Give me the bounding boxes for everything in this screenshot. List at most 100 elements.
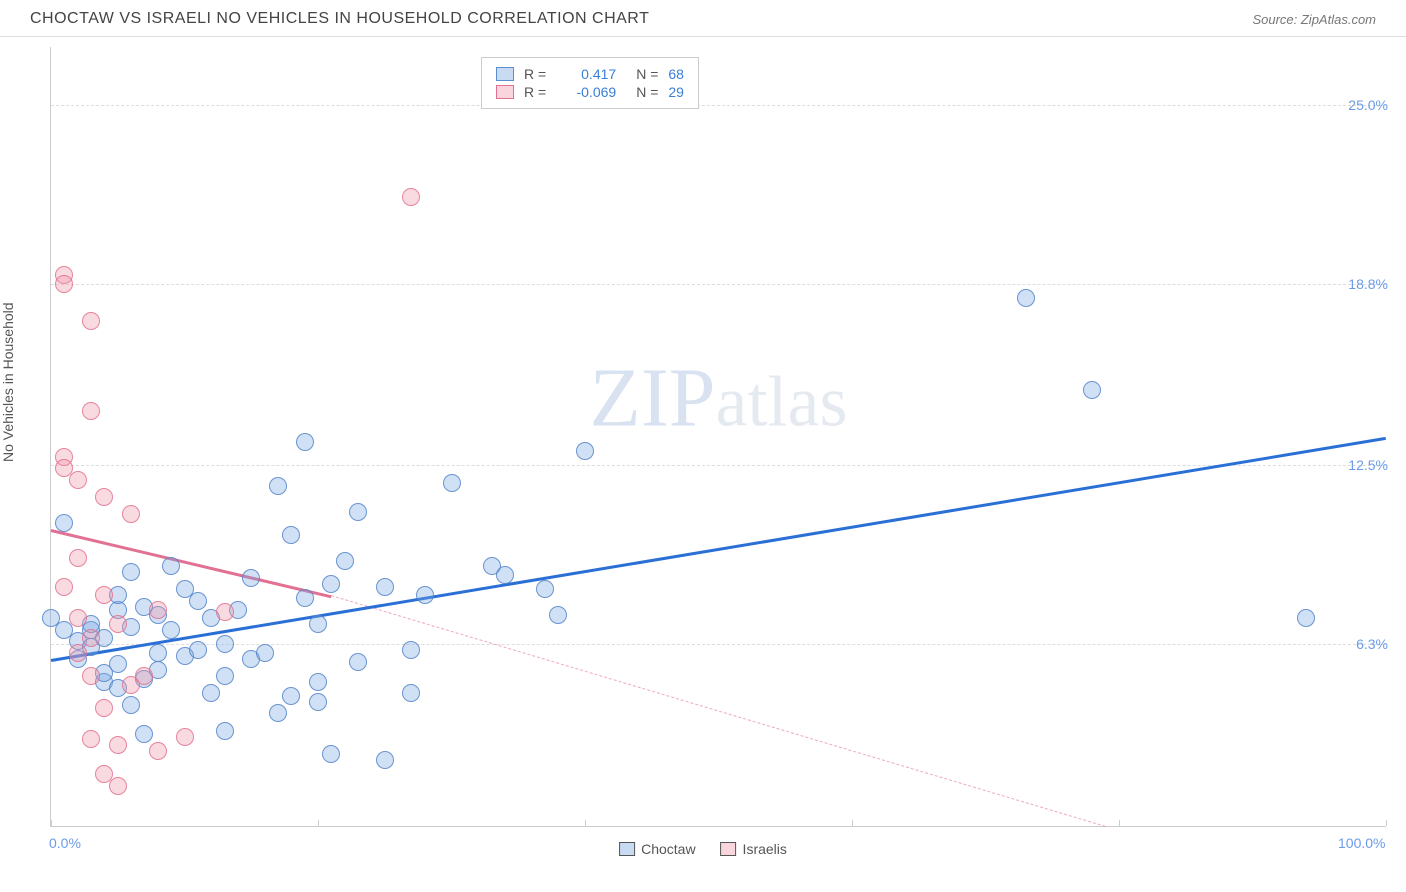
scatter-point (549, 606, 567, 624)
n-label: N = (636, 84, 658, 100)
scatter-point (256, 644, 274, 662)
scatter-point (216, 722, 234, 740)
scatter-point (162, 557, 180, 575)
scatter-point (349, 503, 367, 521)
x-tick-label: 100.0% (1338, 835, 1385, 851)
scatter-point (95, 586, 113, 604)
legend-item: Choctaw (619, 841, 695, 857)
legend-label: Israelis (743, 841, 787, 857)
scatter-point (376, 578, 394, 596)
scatter-point (576, 442, 594, 460)
trend-line (51, 437, 1386, 662)
n-value: 29 (668, 84, 684, 100)
scatter-point (135, 667, 153, 685)
x-tick (585, 820, 586, 826)
n-value: 68 (668, 66, 684, 82)
scatter-point (109, 736, 127, 754)
n-label: N = (636, 66, 658, 82)
scatter-point (443, 474, 461, 492)
scatter-point (269, 704, 287, 722)
scatter-point (135, 725, 153, 743)
y-tick-label: 6.3% (1356, 636, 1388, 652)
scatter-point (149, 742, 167, 760)
scatter-point (296, 433, 314, 451)
scatter-point (1017, 289, 1035, 307)
scatter-point (216, 635, 234, 653)
scatter-point (1083, 381, 1101, 399)
scatter-point (109, 777, 127, 795)
scatter-point (95, 699, 113, 717)
scatter-point (309, 615, 327, 633)
scatter-point (496, 566, 514, 584)
scatter-point (282, 526, 300, 544)
y-tick-label: 12.5% (1348, 457, 1388, 473)
x-tick (852, 820, 853, 826)
gridline (51, 644, 1386, 645)
scatter-point (162, 621, 180, 639)
scatter-point (122, 696, 140, 714)
scatter-point (176, 728, 194, 746)
source-attribution: Source: ZipAtlas.com (1252, 12, 1376, 27)
chart-title: CHOCTAW VS ISRAELI NO VEHICLES IN HOUSEH… (30, 10, 649, 28)
gridline (51, 284, 1386, 285)
legend-label: Choctaw (641, 841, 695, 857)
scatter-point (282, 687, 300, 705)
x-tick (51, 820, 52, 826)
r-label: R = (524, 66, 546, 82)
scatter-point (296, 589, 314, 607)
x-tick (1119, 820, 1120, 826)
watermark: ZIPatlas (590, 349, 848, 446)
legend-row: R = 0.417 N = 68 (496, 66, 684, 82)
scatter-point (82, 730, 100, 748)
legend-item: Israelis (721, 841, 787, 857)
legend-top: R = 0.417 N = 68 R = -0.069 N = 29 (481, 57, 699, 109)
y-axis-label: No Vehicles in Household (0, 302, 16, 462)
scatter-point (149, 601, 167, 619)
scatter-point (69, 471, 87, 489)
x-tick (1386, 820, 1387, 826)
scatter-point (1297, 609, 1315, 627)
legend-row: R = -0.069 N = 29 (496, 84, 684, 100)
scatter-point (55, 578, 73, 596)
scatter-point (216, 603, 234, 621)
scatter-point (95, 488, 113, 506)
chart-container: No Vehicles in Household ZIPatlas 6.3% 12… (0, 37, 1406, 887)
scatter-point (82, 312, 100, 330)
scatter-point (82, 402, 100, 420)
x-tick (318, 820, 319, 826)
scatter-point (202, 684, 220, 702)
scatter-point (149, 644, 167, 662)
scatter-point (69, 609, 87, 627)
scatter-point (82, 667, 100, 685)
scatter-point (269, 477, 287, 495)
r-label: R = (524, 84, 546, 100)
scatter-point (336, 552, 354, 570)
y-tick-label: 18.8% (1348, 276, 1388, 292)
r-value: -0.069 (556, 84, 616, 100)
scatter-point (189, 592, 207, 610)
scatter-point (322, 745, 340, 763)
scatter-point (82, 629, 100, 647)
scatter-point (402, 684, 420, 702)
scatter-point (122, 563, 140, 581)
scatter-point (536, 580, 554, 598)
scatter-point (55, 275, 73, 293)
legend-swatch (496, 85, 514, 99)
scatter-point (109, 655, 127, 673)
scatter-point (69, 549, 87, 567)
chart-header: CHOCTAW VS ISRAELI NO VEHICLES IN HOUSEH… (0, 0, 1406, 37)
scatter-point (402, 641, 420, 659)
legend-swatch (721, 842, 737, 856)
scatter-point (242, 569, 260, 587)
scatter-point (55, 514, 73, 532)
scatter-point (349, 653, 367, 671)
gridline (51, 465, 1386, 466)
r-value: 0.417 (556, 66, 616, 82)
scatter-point (416, 586, 434, 604)
scatter-point (109, 615, 127, 633)
y-tick-label: 25.0% (1348, 97, 1388, 113)
plot-area: ZIPatlas 6.3%12.5%18.8%25.0%0.0%100.0%R … (50, 47, 1386, 827)
scatter-point (309, 693, 327, 711)
legend-swatch (496, 67, 514, 81)
gridline (51, 105, 1386, 106)
